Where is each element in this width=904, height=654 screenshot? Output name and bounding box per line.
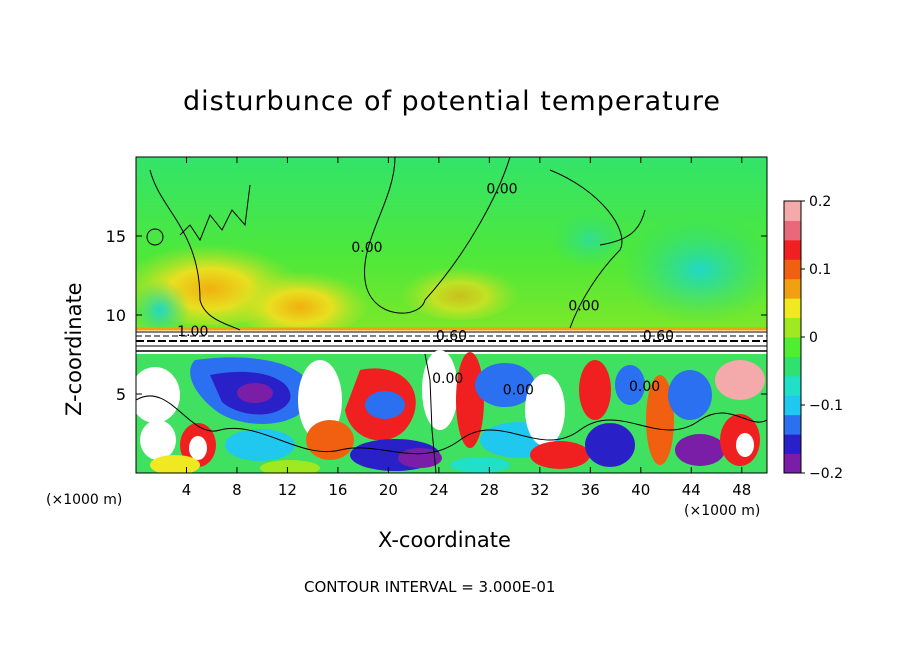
x-tick-label: 4 [182,481,192,499]
contour-line [364,157,511,314]
x-tick-label: 40 [631,481,650,499]
x-tick-label: 24 [429,481,448,499]
contour-interval-note: CONTOUR INTERVAL = 3.000E-01 [304,578,556,596]
colorbar-tick-label: 0.1 [809,262,831,278]
contour-line [149,169,241,331]
x-tick-label: 12 [278,481,297,499]
colorbar-swatch [784,434,801,455]
upper-warm-anomaly-2 [230,264,370,336]
x-tick-label: 28 [480,481,499,499]
colorbar-swatch [784,259,801,280]
contour-label: 0.00 [503,382,534,398]
colorbar-tick-label: 0 [809,330,818,346]
x-tick-label: 20 [379,481,398,499]
field-plot-area [136,157,767,473]
colorbar-swatch [784,220,801,241]
x-axis-ticks: 4 8 12 16 20 24 28 32 36 40 44 48 [182,157,751,499]
chart-title: disturbunce of potential temperature [183,86,721,117]
x-tick-label: 16 [328,481,347,499]
contour-line [424,353,437,473]
colorbar-swatch [784,395,801,416]
colorbar-tick-label: −0.2 [809,466,843,482]
y-axis-label: Z-coordinate [62,282,86,416]
contour-label: 0.00 [486,182,517,198]
contour-label: 0.60 [436,329,467,345]
x-unit-label-right: (×1000 m) [684,503,761,519]
colorbar-swatch [784,356,801,377]
x-tick-label: 36 [581,481,600,499]
x-unit-label-left: (×1000 m) [46,492,123,508]
y-tick-label: 15 [106,227,126,246]
contour-label: 0.00 [432,371,463,387]
upper-cool-anomaly-3 [550,210,630,270]
contour-label: 0.00 [568,299,599,315]
colorbar-tick-label: −0.1 [809,398,843,414]
colorbar-tick-label: 0.2 [809,194,831,210]
y-tick-label: 10 [106,306,126,325]
colorbar-swatch [784,317,801,338]
contour-line [179,184,251,242]
contour-line [146,228,164,246]
colorbar-swatch [784,298,801,319]
colorbar-swatch [784,239,801,260]
contour-label: 0.60 [643,329,674,345]
y-tick-label: 5 [116,385,126,404]
contour-line [599,209,646,246]
x-tick-label: 48 [732,481,751,499]
contour-label: 1.00 [177,324,208,340]
x-axis-label: X-coordinate [378,528,511,552]
colorbar-swatch [784,201,801,221]
colorbar: 0.2 0.1 0 −0.1 −0.2 [783,194,843,482]
contour-label: 0.00 [351,240,382,256]
contour-line [136,395,767,455]
contour-line [549,169,623,329]
y-axis-ticks: 5 10 15 [106,227,767,404]
x-tick-label: 44 [682,481,701,499]
colorbar-swatch [784,453,801,474]
upper-cool-anomaly-2 [136,280,190,340]
colorbar-swatch [784,375,801,396]
contour-label: 0.00 [629,379,660,395]
x-tick-label: 32 [530,481,549,499]
lower-field-eddies [136,350,765,473]
colorbar-swatch [784,414,801,435]
contour-labels: 0.00 0.00 0.00 0.60 0.60 1.00 0.00 0.00 0.00 [177,182,674,399]
upper-warm-anomaly-3 [400,260,520,320]
colorbar-swatch [784,337,801,357]
x-tick-label: 8 [232,481,242,499]
upper-cool-anomaly-1 [620,215,767,325]
colorbar-swatch [784,278,801,299]
